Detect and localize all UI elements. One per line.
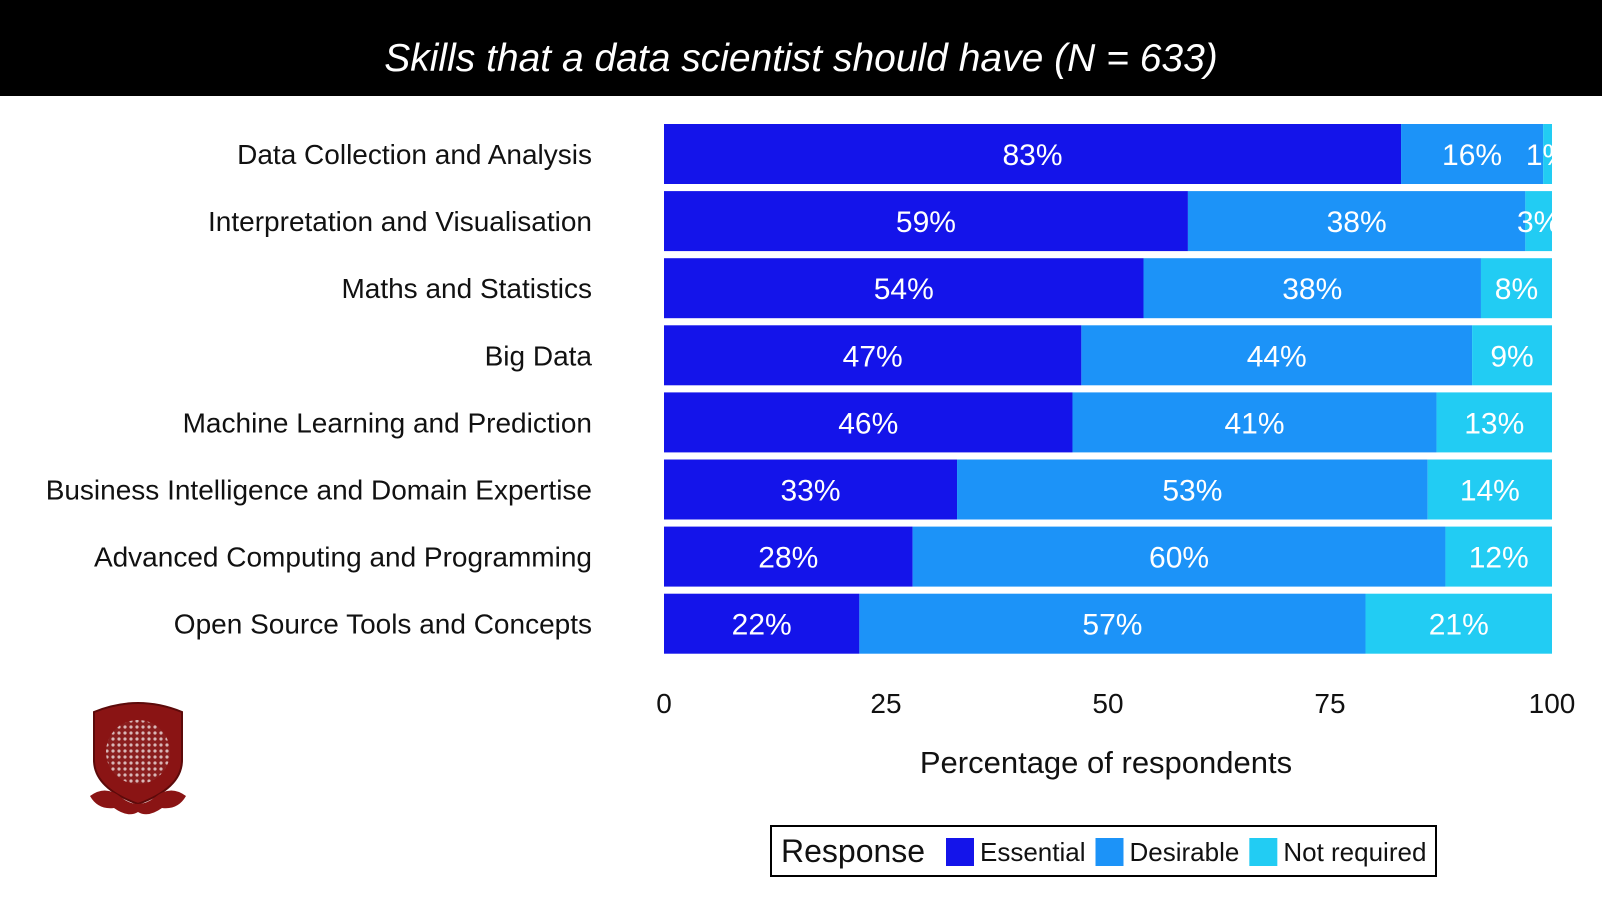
bar-value-label: 16% (1442, 139, 1502, 172)
bar-value-label: 21% (1429, 609, 1489, 642)
category-labels: Data Collection and Analysis Interpretati… (46, 139, 593, 640)
x-axis-ticks: 0 25 50 75 100 (656, 688, 1575, 719)
bar-value-label: 28% (758, 542, 818, 575)
bar-value-label: 47% (843, 340, 903, 373)
bar-value-label: 83% (1002, 139, 1062, 172)
legend: Response Essential Desirable Not required (770, 825, 1437, 877)
x-tick-label: 75 (1314, 688, 1345, 719)
x-tick-label: 25 (870, 688, 901, 719)
bar-value-label: 12% (1469, 542, 1529, 575)
bar-segment (1480, 258, 1552, 319)
bar-segment (664, 124, 1402, 184)
legend-swatch (946, 838, 974, 866)
bar-segment (664, 325, 1082, 386)
category-label: Interpretation and Visualisation (208, 206, 592, 237)
bar-value-label: 44% (1247, 340, 1307, 373)
bar-value-label: 60% (1149, 542, 1209, 575)
legend-label: Desirable (1130, 837, 1240, 867)
bar-value-label: 38% (1282, 273, 1342, 306)
bar-segment (1436, 392, 1552, 453)
bar-segment (1072, 392, 1437, 453)
x-tick-label: 50 (1092, 688, 1123, 719)
bar-value-label: 8% (1495, 273, 1538, 306)
category-label: Data Collection and Analysis (237, 139, 592, 170)
bar-value-label: 41% (1224, 407, 1284, 440)
bar-segment (1365, 593, 1552, 654)
bar-value-label: 3% (1517, 206, 1560, 239)
bar-value-label: 54% (874, 273, 934, 306)
title-bar (0, 0, 1602, 96)
bar-value-label: 13% (1464, 407, 1524, 440)
bars-group: 83% 16% 1% 59% 38% 3% 54% 38% 8% 47% 44% 9% 46% 41% 13… (664, 124, 1569, 654)
legend-swatch (1095, 838, 1124, 866)
bar-value-label: 53% (1162, 475, 1222, 508)
bar-segment (664, 191, 1188, 252)
bar-value-label: 14% (1460, 475, 1520, 508)
legend-swatch (1249, 838, 1278, 866)
crest-logo (90, 702, 186, 815)
bar-value-label: 9% (1490, 340, 1533, 373)
category-label: Business Intelligence and Domain Experti… (46, 475, 592, 506)
category-label: Maths and Statistics (341, 273, 592, 304)
bar-value-label: 22% (732, 609, 792, 642)
bar-segment (1401, 124, 1544, 184)
bar-segment (1143, 258, 1481, 319)
legend-label: Not required (1283, 837, 1426, 867)
x-tick-label: 100 (1529, 688, 1576, 719)
bar-value-label: 1% (1526, 139, 1569, 172)
bar-segment (664, 593, 860, 654)
bar-segment (664, 258, 1144, 319)
x-tick-label: 0 (656, 688, 672, 719)
category-label: Big Data (485, 340, 593, 371)
bar-value-label: 57% (1082, 609, 1142, 642)
bar-segment (957, 459, 1428, 520)
bar-segment (1525, 191, 1552, 252)
bar-segment (1472, 325, 1552, 386)
bar-segment (1543, 124, 1552, 184)
category-label: Advanced Computing and Programming (94, 542, 592, 573)
bar-value-label: 59% (896, 206, 956, 239)
bar-value-label: 38% (1327, 206, 1387, 239)
bar-value-label: 46% (838, 407, 898, 440)
x-axis-title: Percentage of respondents (920, 745, 1292, 780)
bar-segment (664, 459, 958, 520)
bar-segment (1187, 191, 1526, 252)
bar-segment (912, 526, 1446, 587)
category-label: Machine Learning and Prediction (183, 407, 592, 438)
bar-segment (1427, 459, 1552, 520)
legend-label: Essential (980, 837, 1086, 867)
bar-segment (664, 526, 913, 587)
bar-segment (1081, 325, 1473, 386)
bar-segment (1445, 526, 1552, 587)
bar-segment (664, 392, 1073, 453)
category-label: Open Source Tools and Concepts (174, 609, 592, 640)
bar-value-label: 33% (780, 475, 840, 508)
legend-title: Response (781, 833, 925, 869)
bar-segment (859, 593, 1366, 654)
chart-title: Skills that a data scientist should have… (384, 37, 1218, 80)
